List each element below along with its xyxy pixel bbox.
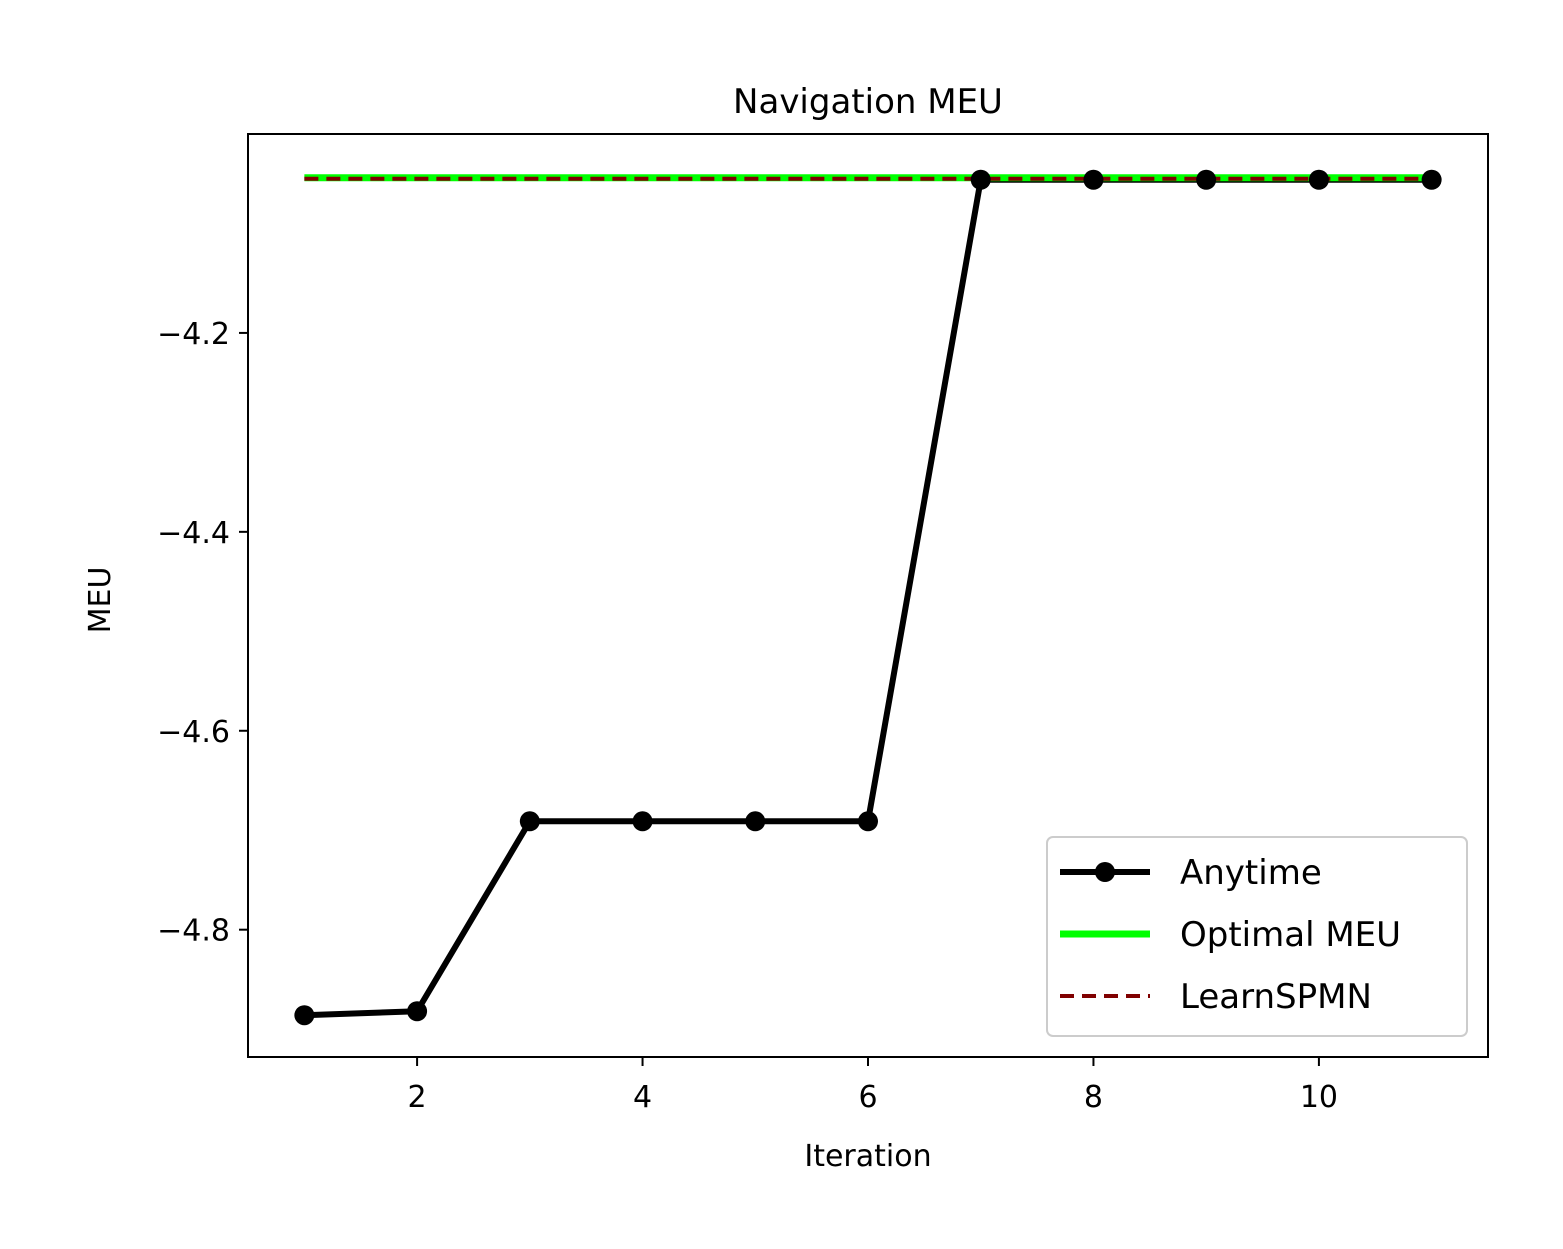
data-point-anytime — [970, 169, 991, 190]
legend-label-anytime: Anytime — [1180, 853, 1322, 893]
legend-label-learnspmn: LearnSPMN — [1180, 977, 1372, 1017]
x-tick-label: 2 — [408, 1080, 427, 1115]
y-tick-label: −4.6 — [157, 715, 230, 750]
x-tick-label: 8 — [1084, 1080, 1103, 1115]
legend: Anytime Optimal MEU LearnSPMN — [1046, 836, 1468, 1037]
x-tick-label: 4 — [633, 1080, 652, 1115]
chart-title: Navigation MEU — [733, 82, 1003, 122]
data-point-anytime — [1421, 169, 1442, 190]
data-point-anytime — [632, 811, 653, 832]
x-tick-label: 6 — [858, 1080, 877, 1115]
legend-label-optimal-meu: Optimal MEU — [1180, 915, 1401, 955]
y-tick-label: −4.8 — [157, 914, 230, 949]
data-point-anytime — [1196, 169, 1217, 190]
data-point-anytime — [1308, 169, 1329, 190]
data-point-anytime — [519, 811, 540, 832]
x-axis-ticks: 2 4 6 8 10 — [408, 1057, 1338, 1115]
data-point-anytime — [745, 811, 766, 832]
plot-area — [247, 133, 1489, 1058]
y-tick-label: −4.4 — [157, 516, 230, 551]
data-point-anytime — [1083, 169, 1104, 190]
data-point-anytime — [858, 811, 878, 832]
x-axis-label: Iteration — [804, 1139, 931, 1174]
x-tick-label: 10 — [1300, 1080, 1338, 1115]
y-tick-label: −4.2 — [157, 317, 230, 352]
legend-marker-anytime — [1095, 862, 1115, 882]
y-axis-ticks: −4.2 −4.4 −4.6 −4.8 — [157, 317, 248, 949]
data-point-anytime — [407, 1001, 428, 1022]
legend-box — [1046, 836, 1468, 1037]
data-point-anytime — [294, 1005, 315, 1026]
y-axis-label: MEU — [83, 567, 118, 634]
